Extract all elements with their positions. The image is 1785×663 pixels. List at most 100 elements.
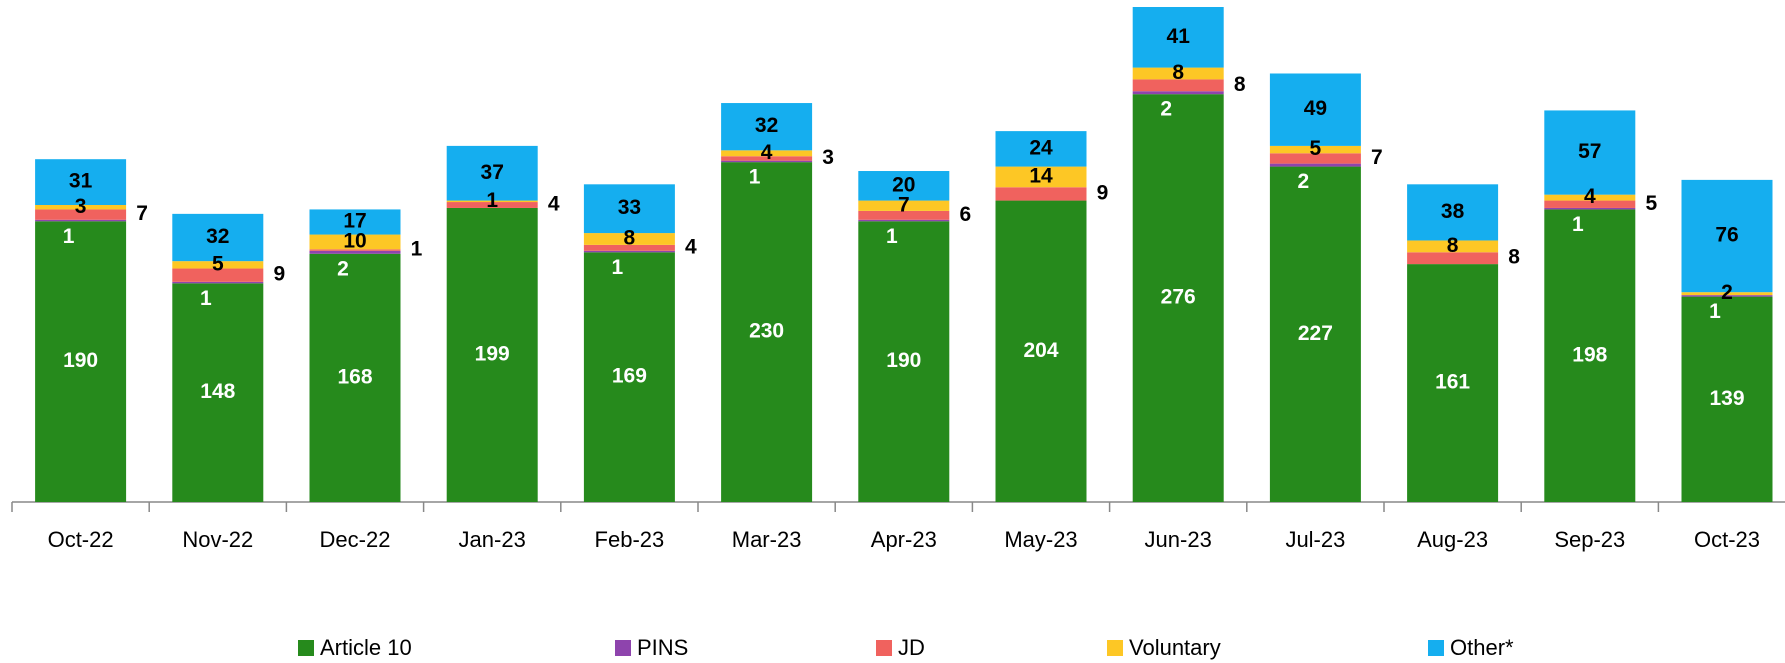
data-label: 198 bbox=[1572, 343, 1607, 366]
data-label: 8 bbox=[1447, 234, 1459, 257]
x-tick-label: Jan-23 bbox=[459, 527, 526, 552]
bar-segment bbox=[1132, 94, 1224, 502]
bar-segment bbox=[309, 249, 401, 251]
bar-segment bbox=[583, 250, 675, 253]
bar-segment bbox=[1269, 153, 1361, 164]
bar-segment bbox=[1681, 296, 1773, 502]
data-label: 276 bbox=[1161, 286, 1196, 309]
bar-segment bbox=[1132, 79, 1224, 92]
data-label: 2 bbox=[1298, 170, 1310, 193]
data-label: 1 bbox=[1572, 213, 1584, 236]
data-label: 33 bbox=[618, 196, 641, 219]
x-tick-label: Jul-23 bbox=[1285, 527, 1345, 552]
bar-segment bbox=[583, 244, 675, 251]
bar-segment bbox=[1407, 264, 1499, 502]
data-label: 17 bbox=[343, 210, 366, 233]
legend-label: Voluntary bbox=[1129, 635, 1221, 660]
bar-segment bbox=[721, 103, 813, 151]
bar-segment bbox=[995, 131, 1087, 167]
legend-swatch bbox=[1428, 640, 1444, 656]
data-label: 7 bbox=[1371, 146, 1383, 169]
legend-label: Other* bbox=[1450, 635, 1514, 660]
data-label: 38 bbox=[1441, 200, 1465, 223]
bar-segment bbox=[1407, 252, 1499, 265]
x-tick-label: Apr-23 bbox=[871, 527, 937, 552]
bar-segment bbox=[446, 202, 538, 208]
data-label: 10 bbox=[343, 229, 366, 252]
bar-segment bbox=[995, 187, 1087, 201]
bar-segment bbox=[721, 156, 813, 161]
data-label: 190 bbox=[63, 349, 98, 372]
bar-segment bbox=[721, 150, 813, 157]
bar-segment bbox=[1544, 110, 1636, 195]
x-tick-label: Nov-22 bbox=[182, 527, 253, 552]
data-label: 1 bbox=[612, 256, 624, 279]
data-label: 49 bbox=[1304, 97, 1327, 120]
bar-segment bbox=[721, 162, 813, 503]
data-label: 14 bbox=[1029, 164, 1053, 187]
data-label: 5 bbox=[212, 252, 224, 275]
bar-segment bbox=[583, 233, 675, 245]
data-label: 2 bbox=[1160, 98, 1172, 121]
data-label: 227 bbox=[1298, 322, 1333, 345]
legend-swatch bbox=[298, 640, 314, 656]
data-label: 3 bbox=[822, 146, 834, 169]
data-label: 57 bbox=[1578, 140, 1601, 163]
bar-segment bbox=[172, 261, 264, 269]
data-label: 32 bbox=[755, 114, 778, 137]
bar-segment bbox=[858, 171, 950, 201]
bar-segment bbox=[309, 234, 401, 250]
data-label: 204 bbox=[1023, 339, 1058, 362]
bar-segment bbox=[35, 159, 127, 205]
x-tick-label: Oct-23 bbox=[1694, 527, 1760, 552]
bar-segment bbox=[172, 268, 264, 282]
bar-segment bbox=[858, 221, 950, 503]
data-label: 168 bbox=[337, 365, 372, 388]
data-label: 1 bbox=[411, 238, 423, 261]
data-label: 199 bbox=[475, 343, 510, 366]
bar-segment bbox=[1132, 7, 1224, 68]
data-label: 20 bbox=[892, 173, 915, 196]
x-tick-label: Sep-23 bbox=[1554, 527, 1625, 552]
data-label: 3 bbox=[75, 195, 87, 218]
data-label: 4 bbox=[1584, 185, 1596, 208]
data-label: 2 bbox=[337, 257, 349, 280]
data-label: 7 bbox=[136, 202, 148, 225]
data-label: 8 bbox=[624, 227, 636, 250]
data-label: 190 bbox=[886, 349, 921, 372]
x-tick-label: Feb-23 bbox=[595, 527, 665, 552]
x-tick-label: May-23 bbox=[1004, 527, 1077, 552]
data-label: 4 bbox=[548, 193, 560, 216]
data-label: 9 bbox=[1097, 181, 1109, 204]
bar-segment bbox=[35, 221, 127, 503]
bar-segment bbox=[446, 200, 538, 203]
data-label: 1 bbox=[749, 166, 761, 189]
data-label: 31 bbox=[69, 170, 93, 193]
data-label: 1 bbox=[486, 189, 498, 212]
bar-segment bbox=[172, 283, 264, 502]
bar-segment bbox=[721, 160, 813, 163]
bar-segment bbox=[1544, 194, 1636, 201]
x-tick-label: Aug-23 bbox=[1417, 527, 1488, 552]
bar-segment bbox=[583, 184, 675, 234]
data-label: 76 bbox=[1715, 224, 1738, 247]
bar-segment bbox=[995, 200, 1087, 502]
legend-swatch bbox=[1107, 640, 1123, 656]
bar-segment bbox=[995, 166, 1087, 188]
bar-segment bbox=[35, 205, 127, 210]
bar-segment bbox=[1407, 240, 1499, 253]
data-label: 2 bbox=[1721, 281, 1733, 304]
bar-segment bbox=[309, 250, 401, 254]
data-label: 32 bbox=[206, 225, 229, 248]
bar-segment bbox=[858, 210, 950, 220]
data-label: 1 bbox=[886, 225, 898, 248]
legend-swatch bbox=[615, 640, 631, 656]
data-label: 4 bbox=[761, 141, 773, 164]
bar-segment bbox=[858, 219, 950, 222]
data-label: 8 bbox=[1172, 61, 1184, 84]
bar-segment bbox=[172, 213, 264, 262]
data-label: 139 bbox=[1709, 387, 1744, 410]
bar-segment bbox=[1544, 209, 1636, 502]
bar-segment bbox=[172, 281, 264, 284]
